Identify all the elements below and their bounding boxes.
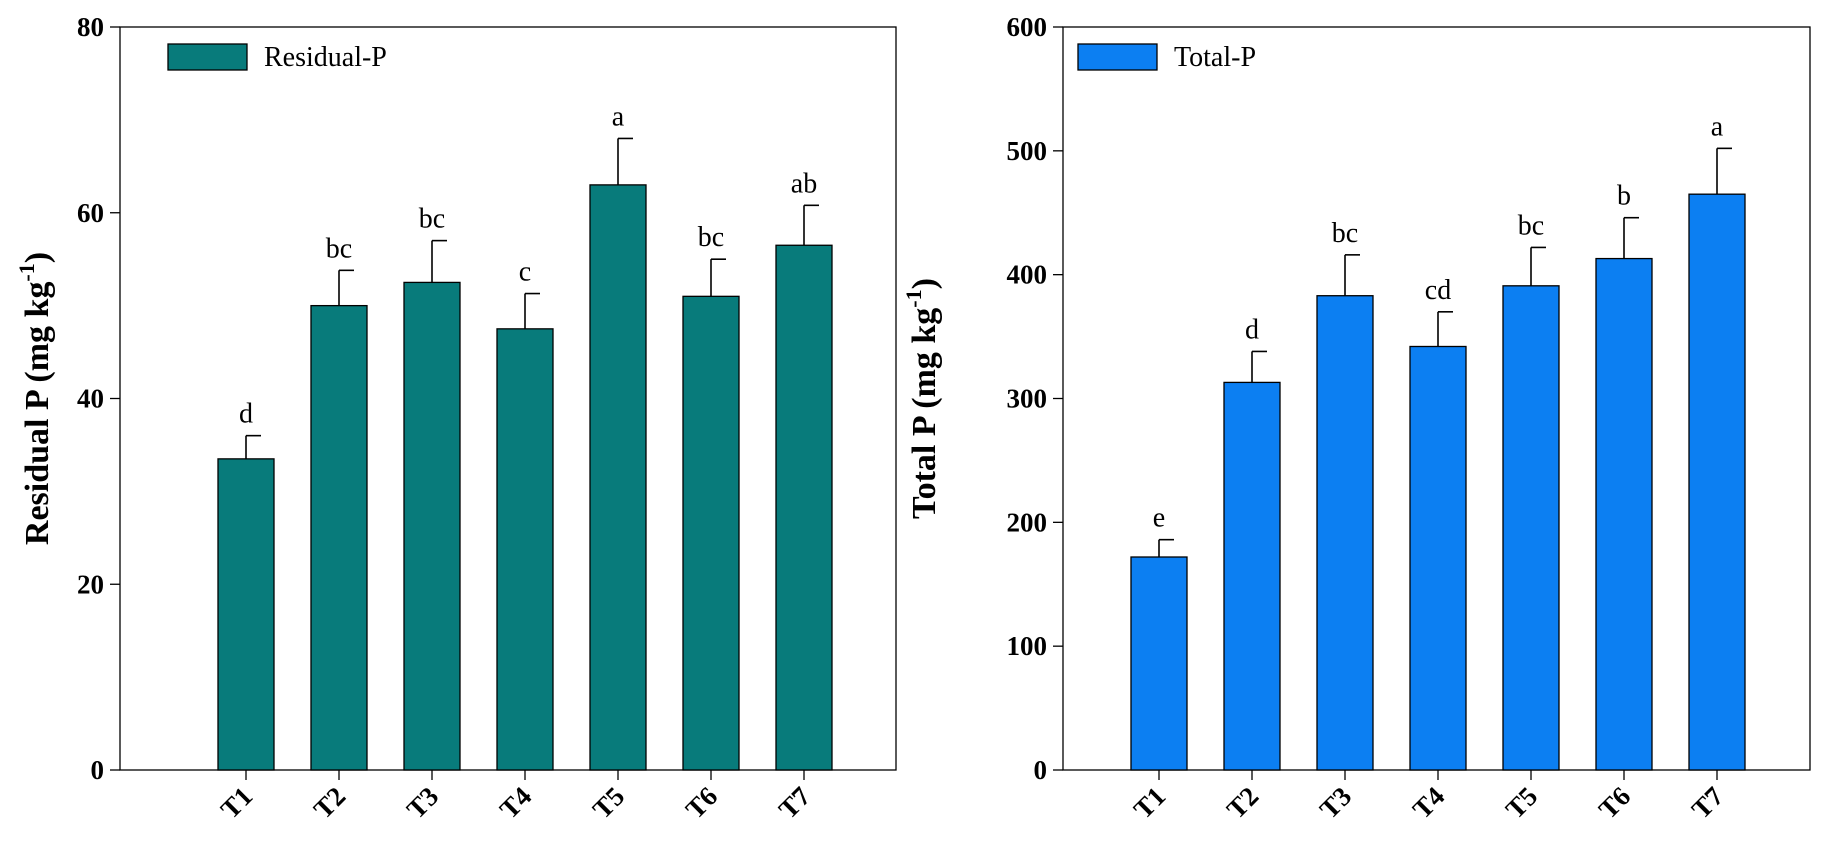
residual-chart-panel: 0 20 40 60 80 Residual P (mg kg-1) d T1 bc T2 bc T3…: [14, 12, 897, 825]
total-y-tick-label: 200: [1007, 507, 1048, 537]
residual-significance-letter-t7: ab: [791, 168, 817, 199]
total-chart-panel: 0 100 200 300 400 500 600 Total P (mg kg-1) e T1 d…: [901, 12, 1811, 825]
total-x-tick-label-t4: T4: [1407, 781, 1450, 824]
total-bar-t7: [1688, 193, 1746, 771]
residual-y-tick-label: 0: [91, 755, 105, 785]
total-significance-letter-t1: e: [1153, 503, 1165, 534]
residual-bar-t1: [217, 458, 275, 771]
total-bar-t3: [1316, 295, 1374, 771]
residual-bar-t3: [403, 281, 461, 771]
residual-significance-letter-t6: bc: [698, 222, 724, 253]
total-y-tick-label: 500: [1007, 136, 1048, 166]
residual-y-tick-label: 60: [77, 198, 104, 228]
residual-legend-swatch: [167, 43, 248, 71]
residual-x-tick-label-t5: T5: [587, 781, 630, 824]
residual-x-tick-label-t7: T7: [773, 781, 816, 824]
total-bar-t6: [1595, 257, 1653, 771]
total-x-tick-label-t1: T1: [1128, 781, 1171, 824]
total-x-tick-label-t2: T2: [1221, 781, 1264, 824]
total-y-tick-label: 100: [1007, 631, 1048, 661]
residual-significance-letter-t4: c: [519, 257, 531, 288]
total-bar-t2: [1223, 381, 1281, 771]
total-significance-letter-t3: bc: [1332, 218, 1358, 249]
residual-x-tick-label-t6: T6: [680, 781, 723, 824]
residual-significance-letter-t3: bc: [419, 204, 445, 235]
residual-significance-letter-t5: a: [612, 101, 625, 132]
residual-y-axis-label: Residual P (mg kg-1): [14, 252, 56, 545]
total-y-tick-label: 600: [1007, 12, 1048, 42]
residual-bar-t6: [682, 295, 740, 771]
residual-x-tick-label-t1: T1: [215, 781, 258, 824]
residual-y-axis-label-superscript: -1: [14, 263, 39, 281]
residual-y-axis-label-main: Residual P (mg kg: [19, 282, 56, 546]
total-x-tick-label-t6: T6: [1593, 781, 1636, 824]
residual-bar-t7: [775, 244, 833, 771]
residual-bar-t5: [589, 184, 647, 771]
total-y-axis-label-superscript: -1: [901, 289, 926, 307]
total-bar-t5: [1502, 285, 1560, 771]
residual-y-tick-label: 20: [77, 569, 104, 599]
total-y-tick-label: 0: [1034, 755, 1048, 785]
residual-bar-t4: [496, 328, 554, 771]
residual-legend-label: Residual-P: [264, 42, 387, 73]
total-bar-t4: [1409, 345, 1467, 771]
total-bar-t1: [1130, 556, 1188, 771]
total-significance-letter-t7: a: [1711, 111, 1724, 142]
residual-significance-letter-t1: d: [239, 399, 253, 430]
total-y-axis-label-close: ): [906, 278, 943, 289]
total-significance-letter-t4: cd: [1425, 275, 1451, 306]
total-y-tick-label: 400: [1007, 260, 1048, 290]
total-legend-swatch: [1077, 43, 1158, 71]
total-significance-letter-t6: b: [1617, 181, 1631, 212]
total-significance-letter-t5: bc: [1518, 210, 1544, 241]
total-legend-label: Total-P: [1174, 42, 1256, 73]
residual-x-tick-label-t4: T4: [494, 781, 537, 824]
total-x-tick-label-t7: T7: [1686, 781, 1729, 824]
residual-y-tick-label: 40: [77, 384, 104, 414]
residual-x-tick-label-t2: T2: [308, 781, 351, 824]
total-x-tick-label-t5: T5: [1500, 781, 1543, 824]
residual-x-tick-label-t3: T3: [401, 781, 444, 824]
residual-significance-letter-t2: bc: [326, 233, 352, 264]
residual-y-tick-label: 80: [77, 12, 104, 42]
residual-y-axis-label-close: ): [19, 252, 56, 263]
total-y-axis-label-main: Total P (mg kg: [906, 308, 943, 519]
total-x-tick-label-t3: T3: [1314, 781, 1357, 824]
total-y-tick-label: 300: [1007, 384, 1048, 414]
total-y-axis-label: Total P (mg kg-1): [901, 278, 943, 519]
total-significance-letter-t2: d: [1245, 314, 1259, 345]
residual-bar-t2: [310, 304, 368, 771]
